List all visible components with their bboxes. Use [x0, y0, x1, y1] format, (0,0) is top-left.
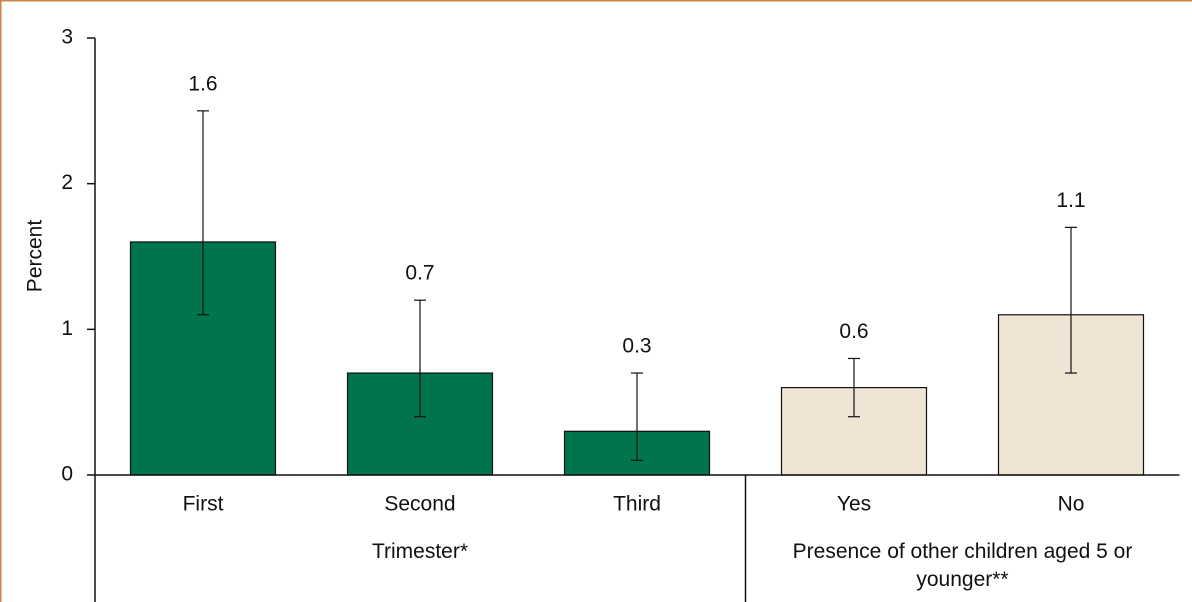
y-tick-label: 1 [61, 317, 73, 340]
x-tick-label: Second [384, 493, 455, 516]
x-tick-label: Yes [837, 493, 871, 516]
value-label: 0.3 [622, 335, 651, 358]
x-tick-label: First [183, 493, 224, 516]
y-tick-label: 2 [61, 171, 73, 194]
x-tick-label: No [1058, 493, 1085, 516]
x-tick-label: Third [613, 493, 661, 516]
group-label: Presence of other children aged 5 or you… [792, 540, 1133, 591]
value-label: 1.6 [188, 72, 217, 95]
y-tick-label: 0 [61, 463, 73, 486]
y-tick-label: 3 [61, 26, 73, 49]
value-label: 0.6 [839, 320, 868, 343]
value-label: 0.7 [405, 262, 434, 285]
y-axis-label: Percent [24, 220, 47, 293]
value-label: 1.1 [1056, 189, 1085, 212]
group-label: Trimester* [371, 540, 469, 563]
